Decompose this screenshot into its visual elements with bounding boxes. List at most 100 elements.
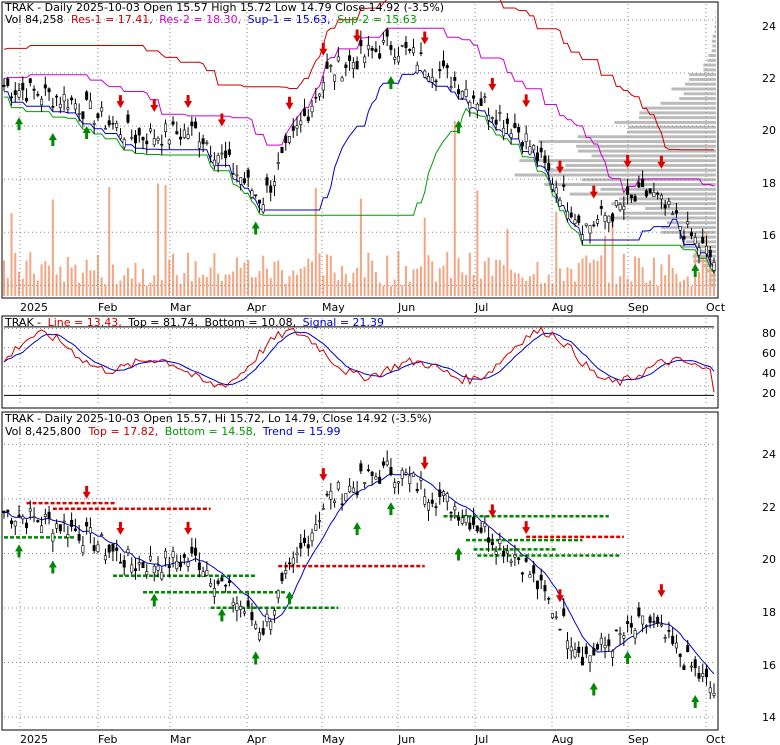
volume-bar bbox=[453, 121, 456, 296]
down-arrow bbox=[623, 154, 632, 168]
candle-body bbox=[17, 90, 21, 98]
candle-body bbox=[321, 82, 325, 91]
candle-body bbox=[438, 69, 442, 72]
volume-bar bbox=[126, 267, 129, 296]
volume-bar bbox=[393, 279, 396, 296]
profile-bar bbox=[614, 120, 716, 124]
price-header-stats: Vol 84,258 Res-1 = 17.41, Res-2 = 18.30,… bbox=[5, 13, 417, 26]
candle-body bbox=[479, 98, 483, 106]
candle-body bbox=[216, 155, 220, 164]
candle-body bbox=[656, 192, 660, 195]
volume-bar bbox=[558, 268, 561, 296]
y-tick: 60 bbox=[762, 347, 776, 360]
profile-bar bbox=[715, 15, 716, 19]
down-arrow bbox=[555, 589, 564, 603]
volume-bar bbox=[352, 272, 355, 296]
candle-body bbox=[535, 580, 539, 590]
candle-body bbox=[411, 47, 415, 54]
volume-bar bbox=[419, 266, 422, 296]
volume-bar bbox=[198, 277, 201, 296]
volume-bar bbox=[21, 278, 24, 296]
y-tick: 22 bbox=[762, 72, 776, 85]
candle-body bbox=[133, 568, 137, 572]
volume-bar bbox=[551, 283, 554, 296]
candle-body bbox=[28, 78, 32, 83]
price-y-ticks: 24 22 20 18 16 14 bbox=[762, 20, 776, 295]
volume-bar bbox=[423, 217, 426, 296]
candle-body bbox=[464, 515, 468, 524]
candle-body bbox=[592, 648, 596, 656]
up-arrow bbox=[48, 132, 57, 146]
volume-bar bbox=[574, 281, 577, 296]
down-arrow bbox=[319, 468, 328, 482]
candle-body bbox=[2, 84, 6, 87]
volume-bar bbox=[149, 282, 152, 296]
candle-body bbox=[246, 600, 250, 607]
candle-body bbox=[449, 511, 453, 514]
volume-bar bbox=[450, 277, 453, 296]
candle-body bbox=[381, 40, 385, 43]
candle-body bbox=[434, 506, 438, 508]
candle-body bbox=[667, 630, 671, 632]
volume-bar bbox=[157, 183, 160, 296]
candle-body bbox=[494, 119, 498, 125]
candle-body bbox=[156, 565, 160, 571]
candle-body bbox=[547, 598, 551, 600]
down-arrow bbox=[116, 95, 125, 109]
up-arrow bbox=[691, 695, 700, 709]
candle-body bbox=[40, 98, 44, 106]
volume-bar bbox=[697, 271, 700, 296]
candle-body bbox=[472, 95, 476, 99]
volume-bar bbox=[89, 270, 92, 296]
volume-bar bbox=[615, 283, 618, 296]
profile-bar bbox=[639, 111, 716, 115]
down-arrow bbox=[353, 29, 362, 43]
candle-body bbox=[55, 95, 59, 98]
candle-body bbox=[122, 139, 126, 148]
oscillator-y-ticks: 80 60 40 20 bbox=[762, 327, 776, 400]
volume-bar bbox=[36, 280, 39, 296]
down-arrow bbox=[589, 185, 598, 199]
candle-body bbox=[445, 493, 449, 503]
candle-body bbox=[284, 570, 288, 574]
volume-bar bbox=[472, 274, 475, 296]
volume-bar bbox=[14, 252, 17, 296]
candle-body bbox=[156, 137, 160, 141]
candle-body bbox=[389, 45, 393, 50]
candle-body bbox=[314, 524, 318, 531]
profile-bar bbox=[688, 77, 716, 81]
volume-bar bbox=[408, 281, 411, 296]
candle-body bbox=[36, 93, 40, 96]
price-x-labels: 2025 Feb Mar Apr May Jun Jul Aug Sep Oct bbox=[20, 301, 726, 314]
candle-body bbox=[363, 56, 367, 63]
support-resistance-lines bbox=[3, 0, 715, 274]
profile-bar bbox=[611, 202, 716, 206]
candle-body bbox=[374, 476, 378, 480]
candle-body bbox=[122, 560, 126, 568]
candle-body bbox=[396, 55, 400, 63]
volume-bar bbox=[78, 282, 81, 296]
profile-bar bbox=[622, 211, 716, 215]
profile-bar bbox=[680, 245, 716, 249]
candle-body bbox=[43, 514, 47, 517]
x-label: Jul bbox=[474, 733, 488, 745]
volume-bar bbox=[119, 280, 122, 296]
profile-bar bbox=[711, 49, 716, 53]
volume-bar bbox=[401, 285, 404, 296]
down-arrow bbox=[217, 113, 226, 127]
up-arrow bbox=[251, 651, 260, 665]
down-arrow bbox=[150, 98, 159, 112]
profile-bar bbox=[645, 206, 716, 210]
candle-body bbox=[520, 572, 524, 575]
candle-body bbox=[13, 90, 17, 96]
candle-body bbox=[321, 508, 325, 510]
candle-body bbox=[475, 525, 479, 532]
volume-bar bbox=[626, 278, 629, 296]
candle-body bbox=[269, 621, 273, 630]
volume-bar bbox=[284, 283, 287, 296]
y-tick: 22 bbox=[762, 501, 776, 514]
candle-body bbox=[66, 107, 70, 110]
candle-body bbox=[220, 152, 224, 155]
candle-body bbox=[272, 610, 276, 616]
candle-body bbox=[509, 133, 513, 138]
